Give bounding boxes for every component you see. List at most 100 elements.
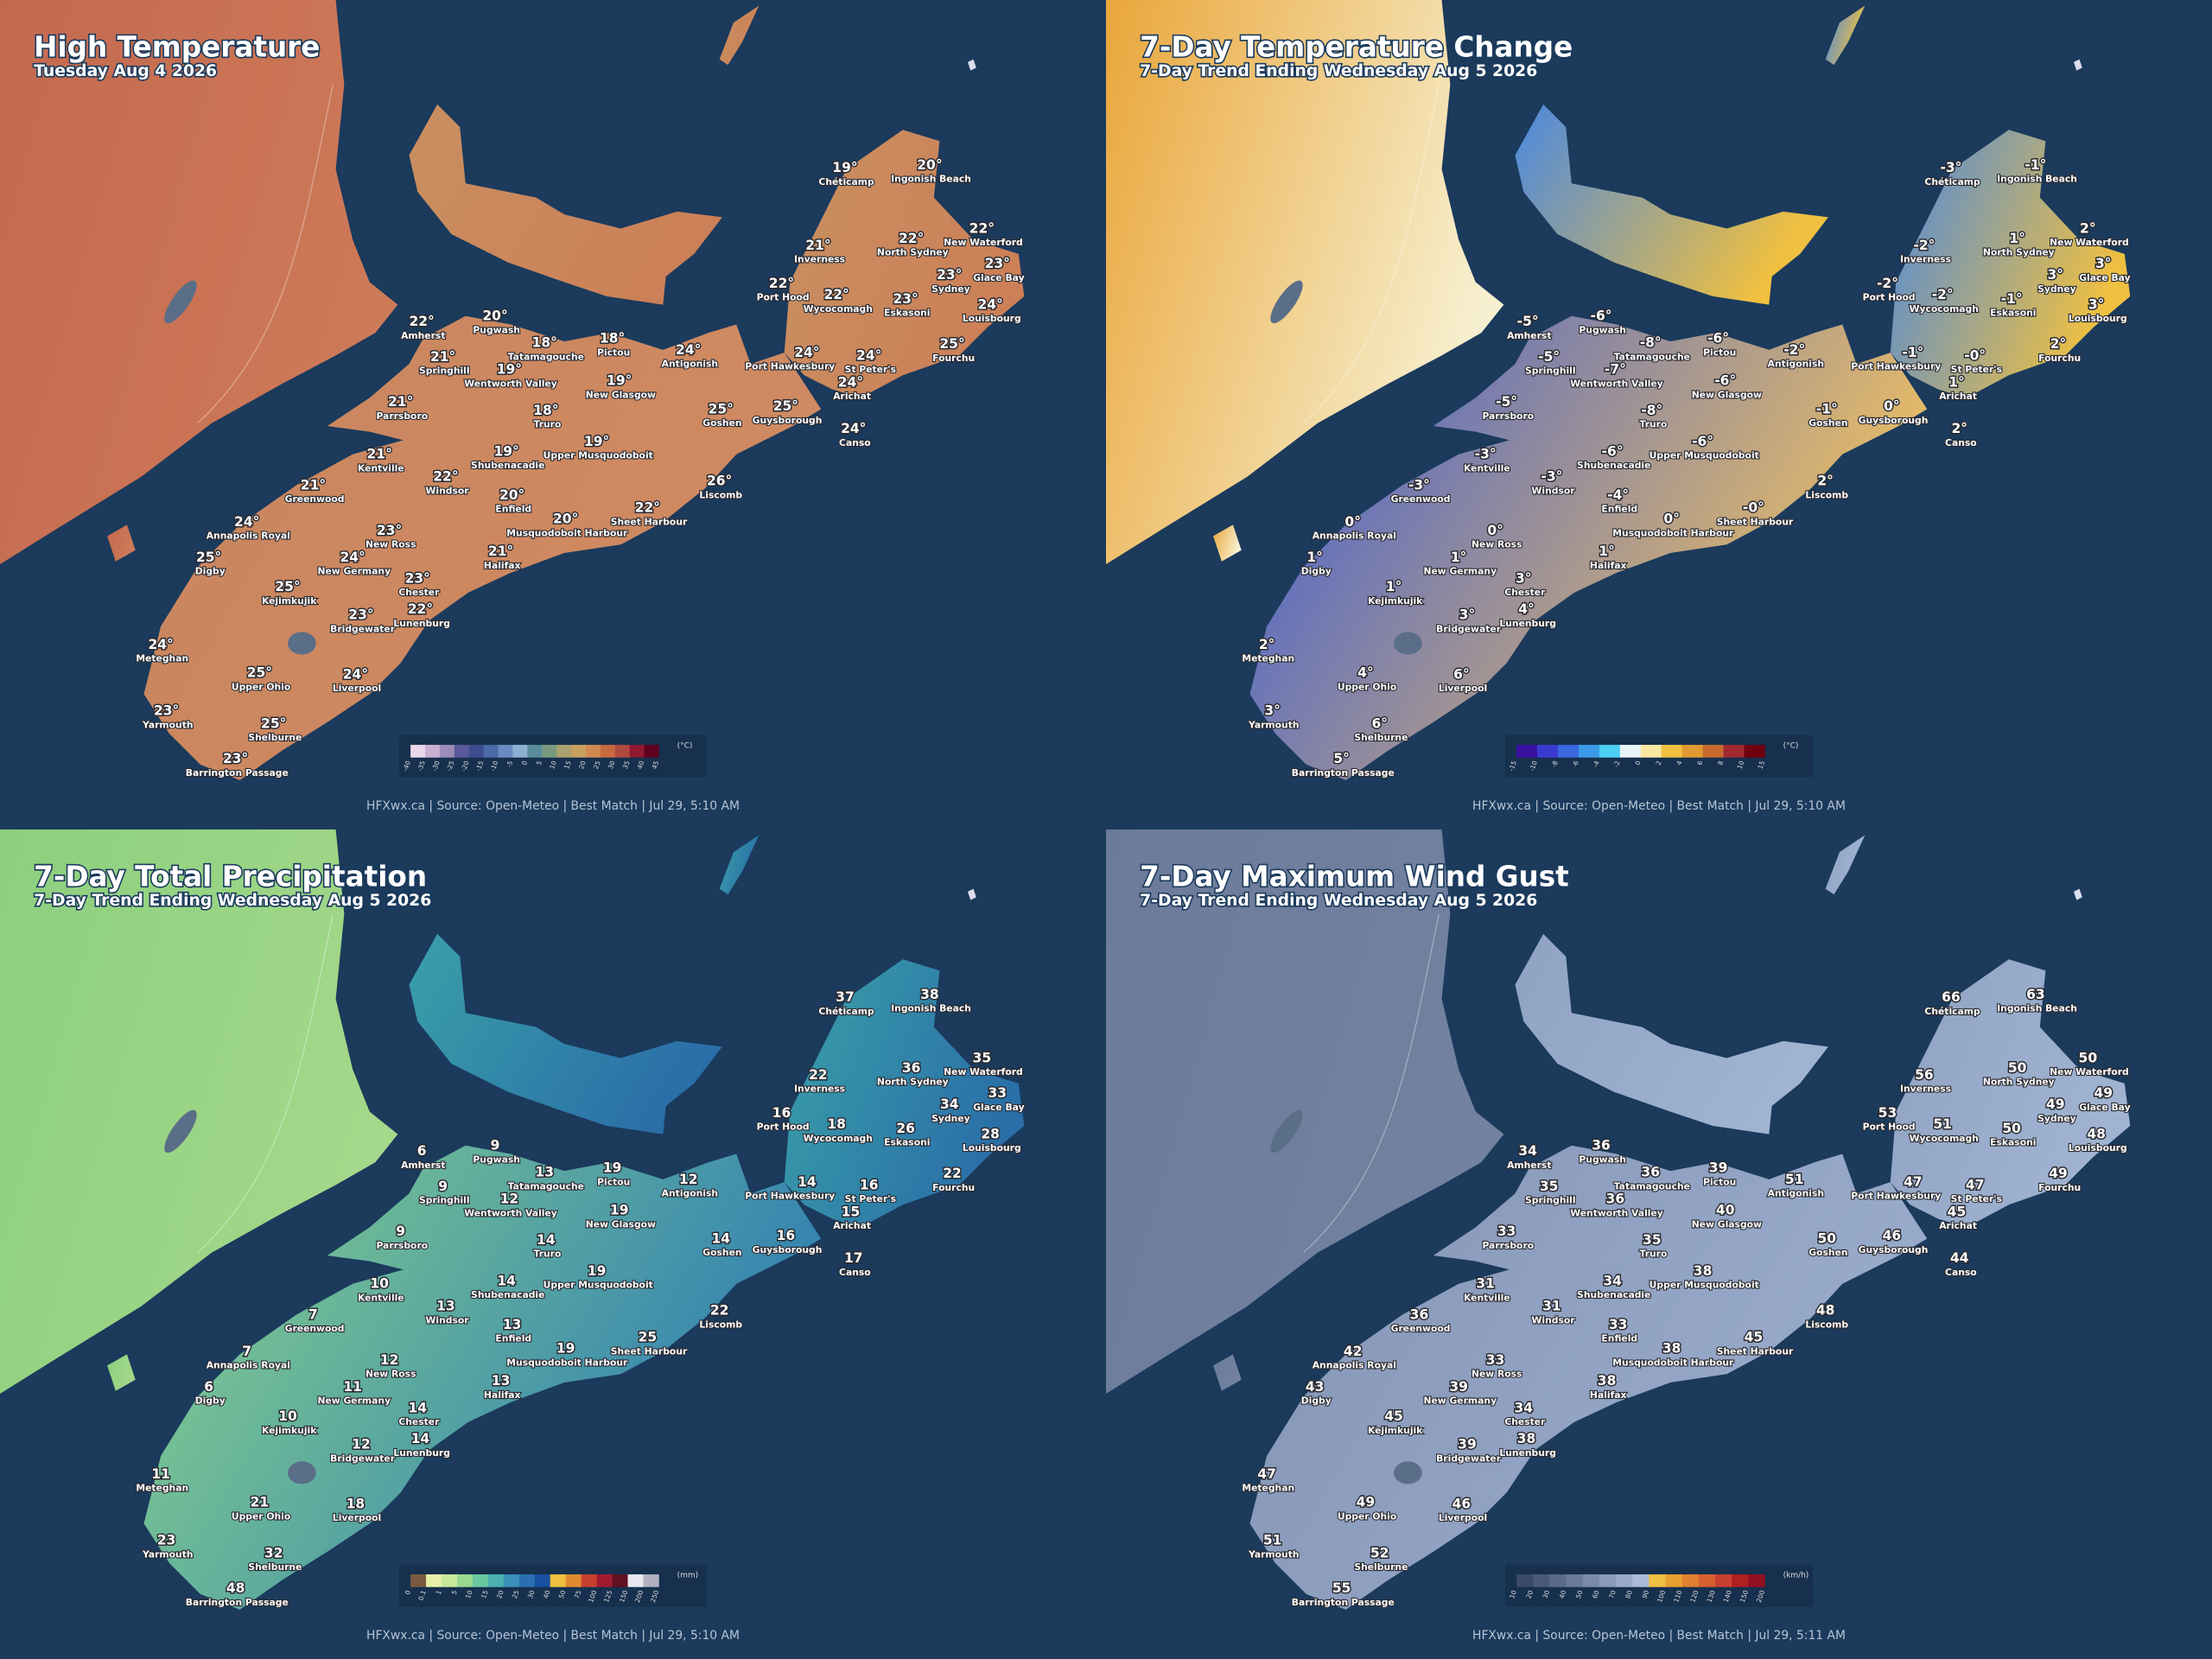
city-name: Upper Musquodoboit <box>1649 450 1759 461</box>
legend-swatch <box>1537 745 1559 758</box>
city-name: Upper Ohio <box>232 681 290 692</box>
city-value: 38 <box>920 987 939 1002</box>
city-value: 51 <box>1785 1172 1804 1187</box>
city-value: -5° <box>1517 314 1539 329</box>
city-name: Pugwash <box>1579 1154 1626 1165</box>
city-value: 47 <box>1257 1466 1276 1482</box>
city-value: 13 <box>535 1165 554 1180</box>
lake <box>288 632 316 655</box>
legend-tick: 0.1 <box>416 1589 428 1602</box>
city-value: 2° <box>1951 421 1967 436</box>
city-name: Annapolis Royal <box>207 531 290 542</box>
city-name: Pictou <box>1703 1176 1736 1187</box>
city-name: New Ross <box>1471 538 1522 550</box>
city-name: Springhill <box>1525 1195 1576 1206</box>
city-value: -0° <box>1964 347 1986 363</box>
city-value: -3° <box>1541 469 1562 485</box>
city-value: 12 <box>500 1192 519 1207</box>
legend-tick: 20 <box>495 1589 505 1599</box>
city-value: 1° <box>1599 543 1615 559</box>
city-value: 48 <box>1816 1303 1835 1319</box>
city-value: 3° <box>2088 297 2105 313</box>
city-value: 12 <box>679 1172 698 1187</box>
city-value: 36 <box>1592 1138 1611 1154</box>
city-value: 25° <box>196 550 221 565</box>
city-value: 24° <box>977 297 1002 313</box>
land <box>0 0 398 565</box>
city-value: 34 <box>940 1096 959 1112</box>
city-value: 17 <box>844 1250 863 1266</box>
legend-swatch <box>542 745 557 758</box>
subtitle: 7-Day Trend Ending Wednesday Aug 5 2026 <box>34 892 431 910</box>
city-name: Springhill <box>419 1195 470 1206</box>
city-name: Wycocomagh <box>1910 303 1979 315</box>
title: 7-Day Temperature Change <box>1140 30 1573 63</box>
city-name: Liscomb <box>699 1319 742 1330</box>
city-value: -6° <box>1707 331 1729 346</box>
city-name: Sydney <box>931 1113 969 1124</box>
city-name: New Germany <box>1423 565 1497 576</box>
legend-tick: -30 <box>430 760 442 772</box>
city-name: New Ross <box>365 538 416 550</box>
city-value: 46 <box>1452 1496 1471 1511</box>
city-value: 23° <box>377 523 402 538</box>
legend-swatch <box>426 1574 442 1587</box>
city-value: -0° <box>1743 500 1764 516</box>
legend-swatch <box>1557 745 1580 758</box>
city-name: Springhill <box>1525 365 1576 377</box>
legend-swatch <box>487 1574 505 1587</box>
city-value: 35 <box>1540 1179 1559 1194</box>
legend-swatch <box>439 745 455 758</box>
city-value: 21° <box>367 447 392 462</box>
land <box>784 130 1025 398</box>
city-value: 19° <box>584 434 609 449</box>
city-name: Glace Bay <box>973 1102 1024 1113</box>
city-value: -2° <box>1913 238 1935 253</box>
city-value: 45 <box>1948 1204 1967 1219</box>
city-name: Meteghan <box>1242 653 1294 664</box>
city-value: 6 <box>417 1143 427 1159</box>
legend-swatch <box>1748 1574 1765 1587</box>
city-name: Chéticamp <box>818 176 874 188</box>
city-name: Shelburne <box>1354 1561 1408 1573</box>
legend-swatch <box>565 1574 582 1587</box>
city-name: Sheet Harbour <box>611 516 688 527</box>
city-name: Kejimkujik <box>1368 1425 1423 1436</box>
footer: HFXwx.ca | Source: Open-Meteo | Best Mat… <box>366 1629 740 1643</box>
city-name: Arichat <box>833 391 871 402</box>
city-value: 12 <box>380 1352 399 1368</box>
city-value: 56 <box>1915 1067 1934 1083</box>
legend-swatch <box>1698 1574 1716 1587</box>
legend-tick: 10 <box>1736 760 1746 770</box>
city-name: Upper Musquodoboit <box>543 1280 653 1291</box>
legend-swatch <box>518 1574 536 1587</box>
city-value: 42 <box>1344 1344 1363 1359</box>
city-name: Parrsboro <box>376 1240 428 1251</box>
legend-tick: 15 <box>480 1589 490 1599</box>
city-name: Amherst <box>401 1160 445 1171</box>
legend-swatch <box>1619 745 1642 758</box>
legend-tick: 30 <box>526 1589 537 1599</box>
legend-swatch <box>596 1574 613 1587</box>
legend: -40 -35 -30 -25 -20 -15 -10 -5 0 5 10 15 20 25 30 35 40 4… <box>399 734 707 778</box>
city-name: Barrington Passage <box>186 1597 289 1608</box>
city-name: Canso <box>1945 1267 1977 1278</box>
city-name: Upper Ohio <box>232 1510 290 1522</box>
legend-swatch <box>581 1574 597 1587</box>
city-name: St Peter's <box>845 1193 896 1205</box>
city-value: 3° <box>1264 703 1281 719</box>
city-name: Windsor <box>1532 485 1576 496</box>
city-name: Shubenacadie <box>471 460 544 471</box>
legend-swatch <box>1566 1574 1584 1587</box>
city-name: Canso <box>839 1267 871 1278</box>
contour <box>197 913 334 1254</box>
city-name: Windsor <box>426 1314 470 1325</box>
city-name: Goshen <box>1808 1247 1847 1258</box>
city-value: 24° <box>676 342 701 358</box>
city-name: Shubenacadie <box>1577 460 1650 471</box>
city-name: North Sydney <box>877 247 949 258</box>
city-name: Port Hood <box>757 1122 810 1133</box>
city-value: 23° <box>405 570 430 586</box>
city-value: 22° <box>409 314 434 329</box>
